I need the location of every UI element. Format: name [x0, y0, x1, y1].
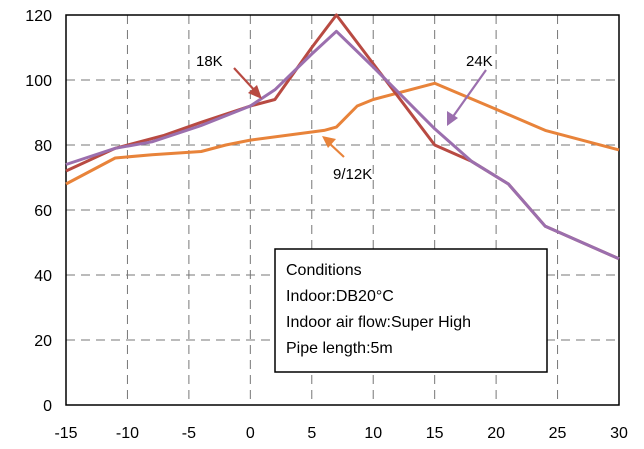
series-line-24k	[65, 29, 620, 261]
x-tick-label: 30	[610, 425, 628, 442]
arrow-24k-head	[447, 111, 458, 126]
conditions-title: Conditions	[286, 262, 362, 279]
x-tick-label: 5	[307, 425, 316, 442]
y-tick-label: 120	[25, 8, 52, 25]
arrow-18k	[233, 67, 257, 93]
x-tick-label: 0	[246, 425, 255, 442]
conditions-box: Conditions Indoor:DB20°C Indoor air flow…	[274, 248, 548, 373]
y-tick-label: 60	[34, 203, 52, 220]
y-tick-label: 0	[43, 398, 52, 415]
conditions-pipe-length: Pipe length:5m	[286, 340, 393, 357]
arrow-18k-head	[248, 85, 262, 99]
arrow-912k-head	[322, 136, 336, 148]
y-tick-label: 80	[34, 138, 52, 155]
x-tick-label: -5	[182, 425, 196, 442]
annotation-arrows	[233, 67, 487, 158]
x-tick-label: -15	[54, 425, 77, 442]
x-tick-label: 10	[364, 425, 382, 442]
series-line-9-12k	[65, 81, 620, 186]
arrow-912k	[328, 142, 345, 158]
conditions-box-frame	[274, 248, 548, 373]
y-tick-label: 20	[34, 333, 52, 350]
series-label-24k: 24K	[466, 53, 493, 70]
x-tick-label: 15	[426, 425, 444, 442]
y-tick-label: 100	[25, 73, 52, 90]
y-axis-tick-labels: 0 20 40 60 80 100 120	[25, 8, 52, 415]
x-axis-tick-labels: -15 -10 -5 0 5 10 15 20 25 30	[54, 425, 628, 442]
plot-area-frame	[65, 14, 620, 406]
series-label-912k: 9/12K	[333, 166, 372, 183]
conditions-air-flow: Indoor air flow:Super High	[286, 314, 471, 331]
arrow-24k	[451, 69, 487, 119]
x-tick-label: 20	[487, 425, 505, 442]
conditions-indoor-temp: Indoor:DB20°C	[286, 288, 394, 305]
series-lines	[65, 13, 620, 261]
series-line-18k	[65, 13, 620, 261]
series-label-18k: 18K	[196, 53, 223, 70]
x-tick-label: -10	[116, 425, 139, 442]
y-tick-label: 40	[34, 268, 52, 285]
x-tick-label: 25	[549, 425, 567, 442]
